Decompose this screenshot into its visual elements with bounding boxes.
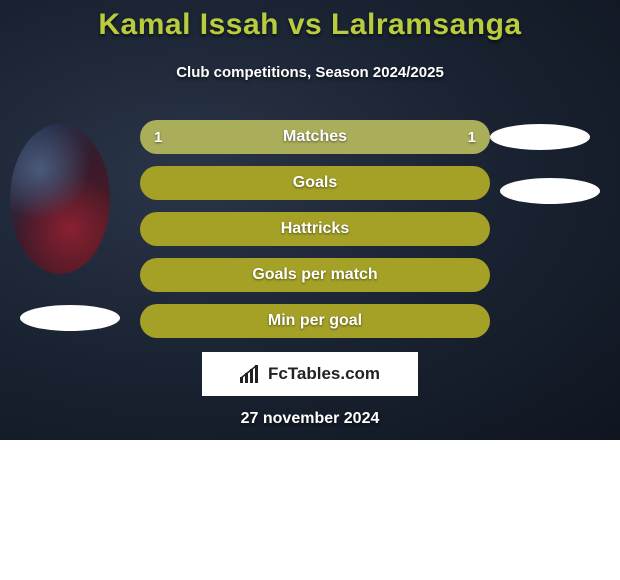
player-left-avatar xyxy=(10,124,110,274)
brand-text: FcTables.com xyxy=(268,364,380,384)
stat-label: Min per goal xyxy=(268,312,362,330)
brand-chart-icon xyxy=(240,365,262,383)
stat-row: Min per goal xyxy=(140,304,490,338)
snapshot-date: 27 november 2024 xyxy=(0,410,620,428)
avatar-image-placeholder xyxy=(10,124,110,274)
stat-row: Hattricks xyxy=(140,212,490,246)
comparison-subtitle: Club competitions, Season 2024/2025 xyxy=(0,64,620,81)
stat-row: Goals per match xyxy=(140,258,490,292)
brand-badge[interactable]: FcTables.com xyxy=(202,352,418,396)
stat-value-left: 1 xyxy=(154,129,162,146)
stat-row: Goals xyxy=(140,166,490,200)
stat-label: Hattricks xyxy=(281,220,349,238)
stat-label: Goals per match xyxy=(252,266,377,284)
placeholder-blob xyxy=(490,124,590,150)
stat-row: Matches 1 1 xyxy=(140,120,490,154)
placeholder-blob xyxy=(500,178,600,204)
comparison-card: Kamal Issah vs Lalramsanga Club competit… xyxy=(0,0,620,440)
placeholder-blob xyxy=(20,305,120,331)
stat-label: Goals xyxy=(293,174,337,192)
stat-label: Matches xyxy=(283,128,347,146)
comparison-title: Kamal Issah vs Lalramsanga xyxy=(0,8,620,42)
stat-value-right: 1 xyxy=(468,129,476,146)
